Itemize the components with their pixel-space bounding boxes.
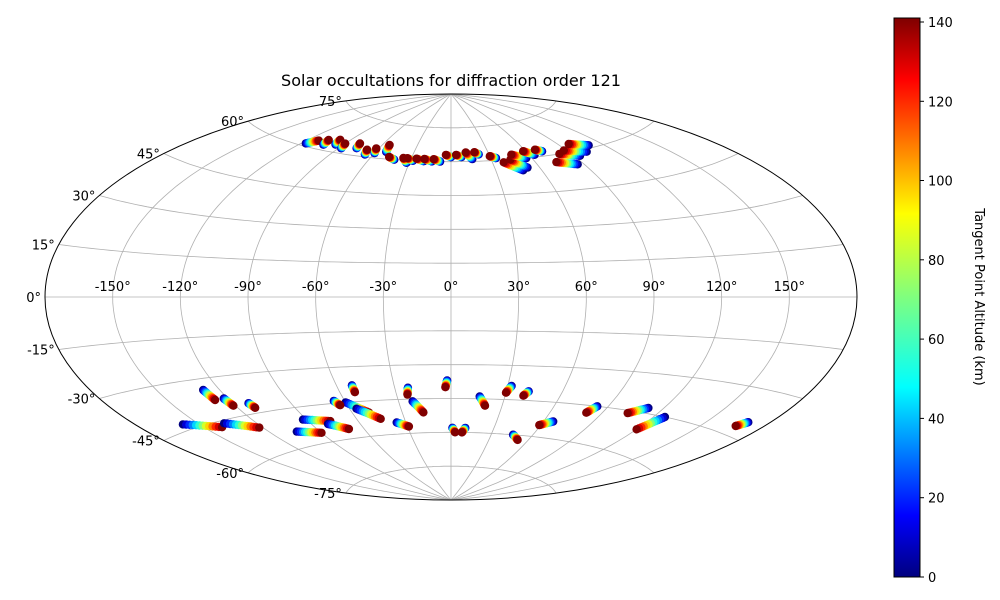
occultation-point — [317, 428, 326, 437]
y-tick-label: 30° — [72, 190, 95, 205]
occultation-point — [385, 140, 394, 150]
parallel-line-4 — [58, 330, 844, 350]
y-tick-label: 15° — [32, 239, 55, 254]
colorbar-tick-label: 40 — [928, 412, 945, 427]
map-boundary — [44, 93, 858, 501]
colorbar-gradient — [893, 17, 921, 578]
parallel-line-8 — [163, 153, 739, 196]
occultation-point — [324, 135, 333, 145]
parallel-line-9 — [247, 120, 655, 163]
occultation-point — [229, 401, 238, 410]
x-tick-label: 150° — [774, 280, 805, 295]
colorbar-label: Tangent Point Altitude (km) — [971, 207, 986, 385]
occultation-point — [336, 401, 345, 410]
occultation-point — [623, 408, 632, 418]
latitude-tick-labels: -75° -60° -45° -30° -15° 0° 15° 30° 45° 60° 75° — [26, 95, 342, 502]
colorbar-tick-label: 60 — [928, 333, 945, 348]
occultation-point — [513, 435, 522, 445]
occultation-point — [255, 423, 264, 432]
occultation-point — [441, 383, 450, 392]
occultation-point — [210, 395, 220, 405]
colorbar-tick-label: 100 — [928, 175, 953, 190]
occultation-point — [441, 150, 451, 160]
occultation-point — [372, 144, 381, 153]
x-tick-label: 90° — [642, 280, 665, 295]
y-tick-label: 0° — [26, 291, 41, 306]
occultation-point — [559, 146, 568, 155]
y-tick-label: -45° — [132, 435, 160, 450]
occultation-point — [419, 408, 428, 417]
occultation-point — [564, 139, 573, 149]
occultation-point — [412, 154, 421, 163]
y-tick-label: 75° — [319, 95, 342, 110]
occultation-point — [535, 420, 544, 430]
colorbar-ticks: 0 20 40 60 80 100 120 140 — [920, 16, 953, 586]
colorbar: 0 20 40 60 80 100 120 140 Tangent Point Altitud… — [893, 16, 986, 586]
occultation-point — [530, 145, 540, 154]
x-tick-label: 0° — [444, 280, 459, 295]
occultation-point — [362, 145, 372, 154]
colorbar-tick-label: 140 — [928, 16, 953, 31]
y-tick-label: -30° — [68, 393, 96, 408]
occultation-point — [457, 428, 467, 437]
longitude-tick-labels: -150° -120° -90° -60° -30° 0° 30° 60° 90° 120° 150… — [95, 280, 805, 295]
x-tick-label: -150° — [95, 280, 131, 295]
occultation-point — [341, 139, 350, 148]
occultation-point — [403, 154, 412, 163]
parallel-line-6 — [58, 244, 844, 264]
occultation-point — [632, 425, 641, 434]
parallel-line-0 — [345, 465, 557, 494]
parallel-line-2 — [163, 398, 739, 441]
x-tick-label: -120° — [162, 280, 198, 295]
occultation-point — [403, 390, 412, 399]
occultation-point — [404, 422, 414, 431]
occultation-point — [384, 152, 394, 162]
occultation-point — [499, 158, 508, 167]
occultation-point — [450, 428, 460, 437]
occultation-point — [376, 414, 385, 423]
colorbar-tick-label: 20 — [928, 492, 945, 507]
y-tick-label: -75° — [314, 487, 342, 502]
occultation-point — [518, 147, 528, 156]
occultation-point — [501, 388, 511, 397]
parallel-line-7 — [99, 195, 803, 230]
occultation-point — [507, 150, 516, 159]
occultation-point — [731, 421, 740, 431]
occultation-point — [470, 148, 479, 157]
occultation-point — [355, 139, 365, 148]
parallel-line-10 — [345, 100, 557, 129]
occultation-point — [582, 408, 591, 417]
x-tick-label: -60° — [302, 280, 330, 295]
occultation-points — [178, 135, 753, 445]
colorbar-tick-label: 80 — [928, 254, 945, 269]
occultation-point — [251, 403, 260, 412]
occultation-point — [429, 155, 438, 164]
x-tick-label: 120° — [706, 280, 737, 295]
y-tick-label: -15° — [27, 344, 55, 359]
occultation-point — [485, 152, 494, 161]
y-tick-label: -60° — [216, 467, 244, 482]
chart-title: Solar occultations for diffraction order… — [281, 71, 621, 90]
occultation-point — [480, 401, 490, 410]
occultation-point — [344, 424, 354, 434]
x-tick-label: -30° — [369, 280, 397, 295]
x-tick-label: -90° — [234, 280, 262, 295]
x-tick-label: 60° — [575, 280, 598, 295]
y-tick-label: 45° — [137, 148, 160, 163]
occultation-point — [519, 391, 528, 400]
parallel-line-3 — [99, 364, 803, 399]
colorbar-tick-label: 120 — [928, 95, 953, 110]
occultation-point — [461, 148, 470, 157]
colorbar-tick-label: 0 — [928, 571, 936, 586]
occultation-point — [552, 157, 561, 167]
y-tick-label: 60° — [221, 115, 244, 130]
occultation-point — [451, 150, 461, 160]
occultation-point — [420, 154, 429, 164]
occultation-point — [350, 388, 360, 397]
x-tick-label: 30° — [507, 280, 530, 295]
